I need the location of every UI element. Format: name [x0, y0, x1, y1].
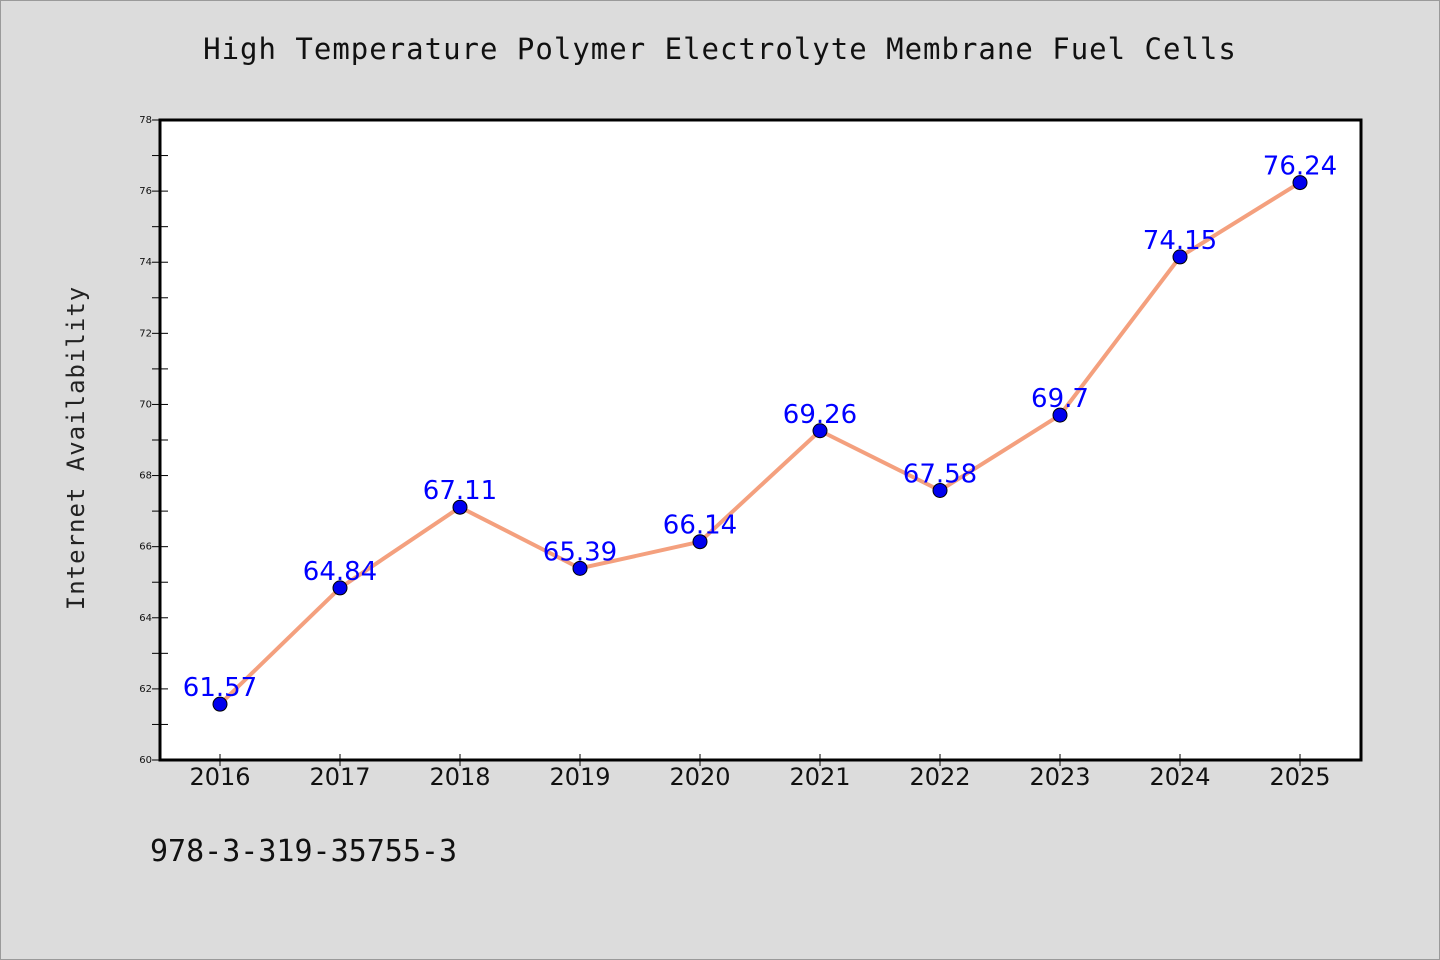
data-point [932, 482, 948, 498]
y-tick-label: 66 [139, 542, 152, 553]
data-point [332, 580, 348, 596]
y-tick-label: 74 [139, 257, 152, 268]
series-line [218, 180, 1302, 706]
x-tick-label: 2020 [669, 763, 730, 791]
y-tick-label: 68 [139, 471, 152, 482]
series-0: 61.57 64.84 67.11 65.39 66.14 69.26 67.58 69.7 7… [183, 152, 1337, 712]
data-label: 69.7 [1031, 384, 1089, 414]
y-tick-label: 76 [139, 186, 152, 197]
data-label: 61.57 [183, 673, 257, 703]
x-tick-label: 2022 [909, 763, 970, 791]
x-tick-label: 2023 [1029, 763, 1090, 791]
data-point [812, 423, 828, 439]
data-point [1052, 407, 1068, 423]
data-point [212, 696, 228, 712]
y-tick-label: 72 [139, 328, 152, 339]
x-tick-label: 2018 [429, 763, 490, 791]
data-label: 76.24 [1263, 152, 1337, 182]
y-tick-label: 70 [139, 399, 152, 410]
x-tick-label: 2021 [789, 763, 850, 791]
y-axis-label: Internet Availability [62, 286, 90, 610]
x-tick-label: 2025 [1269, 763, 1330, 791]
chart-title: High Temperature Polymer Electrolyte Mem… [203, 32, 1237, 66]
data-point [1172, 249, 1188, 265]
data-label: 74.15 [1143, 226, 1217, 256]
data-point [572, 560, 588, 576]
x-tick-label: 2016 [189, 763, 250, 791]
y-tick-label: 64 [139, 613, 152, 624]
data-label: 65.39 [543, 537, 617, 567]
data-point [452, 499, 468, 515]
plot-area [158, 118, 1363, 762]
y-axis: 60 62 64 66 68 70 72 74 76 78 [139, 115, 168, 766]
data-label: 69.26 [783, 400, 857, 430]
x-tick-label: 2019 [549, 763, 610, 791]
x-tick-label: 2017 [309, 763, 370, 791]
data-label: 67.58 [903, 459, 977, 489]
y-tick-label: 60 [139, 755, 152, 766]
x-axis: 2016 2017 2018 2019 2020 2021 2022 2023 2024 2025 [189, 754, 1331, 791]
y-tick-label: 78 [139, 115, 152, 126]
y-tick-label: 62 [139, 684, 152, 695]
isbn-code: 978-3-319-35755-3 [150, 834, 458, 869]
data-label: 67.11 [423, 476, 497, 506]
data-point [1292, 175, 1308, 191]
data-label: 66.14 [663, 511, 737, 541]
x-tick-label: 2024 [1149, 763, 1210, 791]
data-label: 64.84 [303, 557, 377, 587]
data-point [692, 534, 708, 550]
